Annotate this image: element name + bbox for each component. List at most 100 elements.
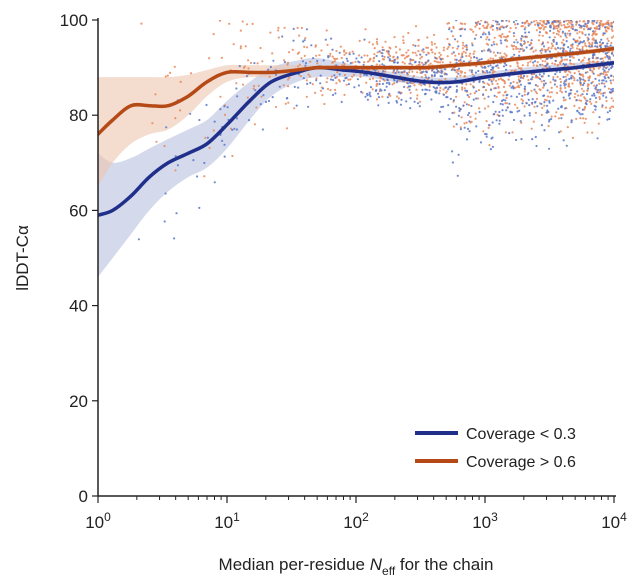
scatter-point [504, 99, 507, 102]
scatter-point [304, 64, 307, 67]
scatter-point [564, 107, 567, 110]
scatter-point [176, 164, 179, 167]
scatter-point [461, 47, 464, 50]
scatter-point [482, 130, 485, 133]
scatter-point [612, 20, 614, 23]
scatter-point [493, 70, 496, 73]
scatter-point [326, 87, 330, 91]
scatter-point [453, 69, 457, 72]
scatter-point [499, 77, 502, 80]
scatter-point [566, 126, 569, 129]
scatter-point [511, 85, 514, 88]
scatter-point [438, 89, 442, 92]
scatter-point [315, 77, 318, 80]
scatter-point [548, 91, 551, 94]
scatter-point [534, 49, 537, 52]
scatter-point [541, 106, 544, 109]
scatter-point [529, 23, 532, 26]
trend-line-series-1 [98, 46, 614, 136]
scatter-point [473, 92, 476, 95]
scatter-point [488, 124, 491, 127]
scatter-point [299, 75, 302, 78]
scatter-point [486, 71, 489, 74]
scatter-point [420, 84, 423, 87]
scatter-point [470, 28, 473, 31]
scatter-point [454, 54, 457, 57]
scatter-point [517, 75, 520, 78]
scatter-point [587, 33, 591, 36]
scatter-point [546, 89, 549, 92]
scatter-point [483, 26, 486, 29]
scatter-point [606, 118, 609, 121]
scatter-point [257, 84, 260, 87]
scatter-point [520, 35, 524, 38]
scatter-point [578, 20, 581, 23]
scatter-point [594, 40, 598, 44]
scatter-point [550, 91, 554, 94]
scatter-point [508, 84, 511, 87]
scatter-point [543, 129, 546, 132]
scatter-point [530, 89, 533, 92]
scatter-point [416, 102, 420, 105]
scatter-point [495, 43, 498, 46]
scatter-point [343, 49, 346, 52]
scatter-point [505, 96, 508, 100]
scatter-point [429, 62, 432, 65]
scatter-point [228, 22, 231, 25]
scatter-point [609, 79, 612, 82]
scatter-point [597, 88, 600, 92]
scatter-point [480, 58, 483, 61]
scatter-point [375, 89, 378, 92]
scatter-point [532, 50, 535, 53]
scatter-point [577, 70, 580, 73]
scatter-point [564, 32, 567, 35]
scatter-point [485, 38, 488, 41]
scatter-point [260, 95, 263, 98]
scatter-point [560, 91, 564, 94]
scatter-point [455, 61, 458, 64]
scatter-point [554, 59, 557, 62]
scatter-point [519, 68, 523, 71]
scatter-point [402, 39, 405, 42]
scatter-point [422, 48, 425, 51]
scatter-point [582, 78, 585, 81]
scatter-point [554, 73, 557, 76]
scatter-point [536, 61, 539, 64]
scatter-point [368, 91, 371, 94]
scatter-point [397, 71, 400, 74]
scatter-point [557, 33, 560, 36]
scatter-point [378, 64, 381, 67]
scatter-point [434, 52, 437, 55]
scatter-point [399, 92, 402, 95]
scatter-point [252, 87, 255, 90]
scatter-point [465, 83, 468, 86]
scatter-point [415, 54, 418, 57]
scatter-point [542, 86, 545, 89]
scatter-point [455, 90, 458, 93]
scatter-point [424, 73, 427, 77]
scatter-point [469, 92, 472, 95]
scatter-point [487, 58, 490, 62]
scatter-point [236, 95, 239, 98]
scatter-point [606, 51, 609, 54]
scatter-point [524, 35, 527, 38]
scatter-point [552, 25, 556, 29]
tick-labels: 0 20 40 60 80 100 100 101 102 103 104 [60, 11, 627, 532]
scatter-point [293, 85, 296, 88]
scatter-point [393, 82, 396, 85]
scatter-point [451, 161, 454, 164]
scatter-point [512, 48, 515, 51]
scatter-point [570, 20, 574, 23]
scatter-point [326, 43, 329, 47]
y-tick-label: 20 [69, 392, 88, 411]
scatter-point [366, 68, 369, 71]
scatter-point [501, 109, 504, 112]
scatter-point [381, 52, 384, 55]
scatter-point [328, 54, 331, 58]
scatter-point [580, 25, 583, 28]
scatter-point [514, 26, 518, 29]
scatter-point [587, 20, 590, 23]
scatter-point [595, 21, 598, 24]
scatter-point [387, 53, 391, 56]
scatter-point [249, 61, 253, 65]
